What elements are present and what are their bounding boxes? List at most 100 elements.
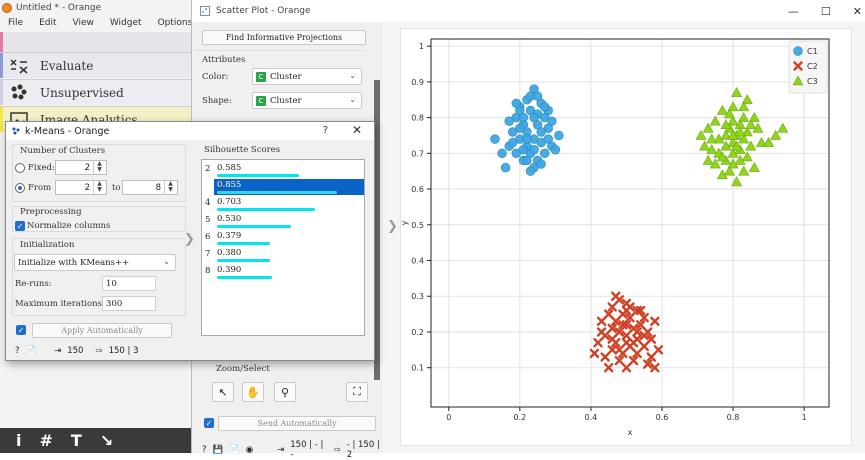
menu-view[interactable]: View	[72, 18, 94, 28]
silhouette-title: Silhouette Scores	[204, 145, 281, 155]
normalize-checkbox[interactable]: ✓	[15, 221, 25, 231]
data-point-c2	[621, 362, 632, 373]
info-tool-button[interactable]: i	[16, 431, 22, 450]
report-icon[interactable]: 📄	[25, 346, 37, 356]
data-point-c2	[611, 316, 621, 326]
plot-frame	[430, 38, 830, 408]
y-tick-label: 0.3	[411, 292, 424, 301]
apply-automatically-button[interactable]: Apply Automatically	[32, 323, 172, 338]
category-evaluate[interactable]: Evaluate	[0, 52, 192, 78]
orange-title-text: Untitled * - Orange	[16, 3, 102, 13]
silhouette-k: 7	[205, 249, 211, 259]
chevron-down-icon: ⌄	[349, 95, 356, 104]
data-point-c2	[621, 330, 632, 341]
init-method-select[interactable]: Initialize with KMeans++ ⌄	[14, 254, 176, 271]
scatter-plot-svg[interactable]: 0 0.2 0.4 0.6 0.8 1 0.1 0.2 0.3 0.4 0.5 0.6 0.7 0.8 0.…	[401, 29, 853, 447]
data-point-c3	[734, 154, 746, 165]
chevron-down-icon: ⌄	[349, 71, 356, 80]
menu-edit[interactable]: Edit	[39, 18, 57, 28]
data-point-c3	[727, 158, 739, 169]
x-tick-label: 1	[802, 413, 807, 422]
splitter-arrow-icon[interactable]: ❯	[387, 219, 398, 234]
from-radio[interactable]	[15, 183, 25, 193]
category-unsupervised[interactable]: Unsupervised	[0, 79, 192, 105]
silhouette-row[interactable]: 7 0.380	[202, 247, 364, 263]
panel-scrollbar[interactable]	[374, 80, 380, 380]
splitter-arrow-icon[interactable]: ❯	[184, 232, 195, 247]
kmeans-app-icon	[12, 127, 20, 135]
scatter-statusbar: ? 💾 📄 ◉ ⇥ 150 | - | - ⇨ - | 150 | 2	[202, 440, 382, 460]
chevron-down-icon: ⌄	[163, 257, 170, 266]
data-point-c3	[763, 136, 775, 147]
y-axis-label: y	[401, 220, 409, 225]
data-point-c3	[745, 119, 757, 130]
send-auto-checkbox[interactable]: ✓	[204, 418, 214, 428]
data-point-c2	[596, 316, 607, 326]
data-point-c3	[716, 104, 728, 115]
help-icon[interactable]: ?	[202, 445, 207, 455]
arrow-tool-button[interactable]: ↘	[99, 431, 114, 450]
silhouette-k: 4	[205, 198, 211, 208]
select-tool-button[interactable]: ↖	[212, 382, 234, 402]
silhouette-row[interactable]: 6 0.379	[202, 230, 364, 246]
category-evaluate-label: Evaluate	[40, 58, 94, 73]
visual-icon[interactable]: ◉	[245, 445, 254, 455]
data-point-c2	[625, 302, 635, 312]
menu-widget[interactable]: Widget	[109, 18, 142, 28]
zoom-select-title: Zoom/Select	[216, 364, 270, 374]
text-tool-button[interactable]: T	[70, 431, 82, 450]
minimize-icon[interactable]: —	[787, 4, 799, 18]
report-icon[interactable]: 📄	[229, 445, 240, 455]
shape-label: Shape:	[202, 96, 232, 106]
maxiter-input[interactable]: 300	[102, 296, 156, 311]
from-spinbox[interactable]: 2 ▲ ▼	[55, 180, 107, 195]
close-icon[interactable]: ✕	[852, 4, 862, 18]
color-select[interactable]: C Cluster ⌄	[252, 68, 362, 85]
silhouette-list[interactable]: 2 0.585 3 0.855 4 0.703 5 0.530 6 0.379 7 0.380 8 0.3…	[201, 159, 365, 336]
menu-options[interactable]: Options	[157, 18, 193, 28]
shape-select[interactable]: C Cluster ⌄	[252, 92, 362, 109]
canvas-toolbar: i # T ↘	[0, 428, 200, 453]
fixed-spinbox[interactable]: 2 ▲ ▼	[55, 160, 107, 175]
grid-tool-button[interactable]: #	[39, 431, 53, 450]
silhouette-row[interactable]: 5 0.530	[202, 213, 364, 229]
data-point-c2	[611, 291, 621, 301]
help-icon[interactable]: ?	[322, 125, 328, 136]
initialization-group	[12, 238, 186, 316]
data-point-c1	[515, 123, 525, 134]
zoom-tool-button[interactable]: ⚲	[274, 382, 296, 402]
pan-tool-button[interactable]: ✋	[242, 382, 264, 402]
data-point-c2	[650, 316, 660, 326]
scatter-plot-area[interactable]: 0 0.2 0.4 0.6 0.8 1 0.1 0.2 0.3 0.4 0.5 0.6 0.7 0.8 0.…	[400, 28, 852, 446]
y-tick-label: 0.6	[411, 185, 424, 194]
save-icon[interactable]: 💾	[212, 445, 224, 455]
data-point-c3	[702, 122, 714, 133]
menu-file[interactable]: File	[8, 18, 24, 28]
data-point-c3	[727, 115, 739, 126]
silhouette-score: 0.585	[217, 163, 242, 173]
maxiter-label: Maximum iterations:	[15, 299, 105, 309]
data-point-c2	[600, 352, 610, 362]
silhouette-row[interactable]: 3 0.855	[214, 179, 364, 195]
maximize-icon[interactable]: ☐	[820, 4, 831, 18]
silhouette-row[interactable]: 2 0.585	[202, 162, 364, 178]
silhouette-k: 6	[205, 232, 211, 242]
help-icon[interactable]: ?	[15, 346, 20, 356]
apply-auto-checkbox[interactable]: ✓	[16, 325, 26, 335]
spin-arrows-icon[interactable]: ▲ ▼	[93, 181, 105, 194]
y-tick-label: 0.9	[411, 78, 424, 87]
send-automatically-button[interactable]: Send Automatically	[218, 416, 376, 431]
spin-arrows-icon[interactable]: ▲ ▼	[164, 181, 176, 194]
fixed-radio[interactable]	[15, 163, 25, 173]
find-projections-button[interactable]: Find Informative Projections	[202, 30, 366, 45]
reset-zoom-button[interactable]: ⛶	[346, 382, 368, 402]
spin-arrows-icon[interactable]: ▲ ▼	[93, 161, 105, 174]
silhouette-row[interactable]: 4 0.703	[202, 196, 364, 212]
to-spinbox[interactable]: 8 ▲ ▼	[122, 180, 178, 195]
close-icon[interactable]: ✕	[351, 123, 362, 137]
data-point-c2	[593, 337, 603, 348]
data-point-c1	[522, 155, 532, 166]
data-point-c1	[547, 116, 557, 126]
silhouette-row[interactable]: 8 0.390	[202, 264, 364, 280]
reruns-input[interactable]: 10	[102, 276, 156, 291]
